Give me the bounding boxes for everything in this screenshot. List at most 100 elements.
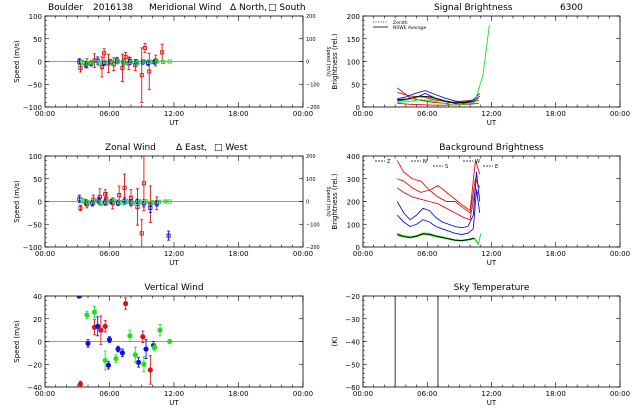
data-point-red (147, 367, 153, 373)
panel-meridional: 00:00 06:00 12:00 18:00 00:00 UT 100 50 0 −50 −100… (13, 3, 331, 127)
data-point-blue (102, 60, 107, 65)
right-y-axis-label: Speed (m/s) (325, 46, 331, 76)
x-tick-label: 18:00 (546, 250, 566, 258)
data-point-blue (83, 62, 88, 67)
data-point-green (131, 200, 136, 205)
series-line-red3 (397, 186, 481, 221)
x-tick-label: 06:00 (417, 110, 437, 118)
data-point-red (122, 185, 127, 190)
data-point-blue (152, 59, 157, 65)
data-point-red (123, 54, 128, 59)
data-point-blue (103, 200, 108, 205)
y-axis-label: Speed (m/s) (13, 320, 21, 363)
data-point-green (80, 198, 85, 203)
data-point-green (80, 60, 85, 65)
data-point-green (137, 199, 142, 205)
x-tick-label: 00:00 (610, 390, 630, 398)
data-point-blue (119, 350, 125, 356)
y-axis-label: Brightness (rel.) (331, 173, 339, 229)
y-tick-label: 0 (38, 59, 42, 67)
data-point-blue (143, 346, 149, 352)
x-tick-label: 12:00 (164, 250, 184, 258)
data-point-green (161, 59, 166, 65)
legend-east: Δ East, (176, 143, 207, 153)
data-point-red (135, 204, 140, 210)
y-tick-label: 100 (29, 153, 42, 161)
y-tick-label: −100 (23, 104, 42, 112)
x-tick-label: 18:00 (228, 110, 248, 118)
y-tick-label: 200 (347, 199, 360, 207)
x-axis-label: UT (169, 399, 179, 407)
legend-label: E (495, 164, 498, 170)
x-axis-label: UT (169, 259, 179, 267)
data-point-red (120, 65, 125, 70)
data-point-red (77, 381, 84, 387)
legend-label: Z (387, 159, 391, 165)
y-tick-label: 400 (347, 153, 360, 161)
data-point-green (128, 59, 134, 65)
legend-west: □ West (214, 143, 248, 153)
right-y-tick-label: −100 (306, 82, 320, 88)
y-tick-label: 100 (29, 13, 42, 21)
data-point-blue (146, 60, 151, 65)
y-axis-label: Speed (m/s) (13, 180, 21, 223)
y-tick-label: −50 (345, 361, 360, 369)
panel-title: Sky Temperature (454, 283, 530, 293)
data-point-green (143, 199, 149, 204)
data-point-blue (114, 58, 120, 63)
data-point-green (132, 352, 138, 358)
series-line-blue2 (396, 190, 481, 235)
y-tick-label: −40 (345, 339, 360, 347)
data-point-blue (148, 205, 153, 210)
panel-title-extra: 6300 (560, 3, 583, 13)
x-tick-label: 12:00 (481, 390, 501, 398)
x-tick-label: 00:00 (35, 390, 55, 398)
x-tick-label: 12:00 (481, 250, 501, 258)
series-line-red1 (396, 160, 481, 212)
x-tick-label: 06:00 (99, 390, 119, 398)
x-tick-label: 06:00 (99, 110, 119, 118)
data-point-blue (135, 199, 140, 204)
data-point-green (98, 201, 103, 206)
x-tick-label: 00:00 (353, 250, 373, 258)
data-point-green (154, 59, 159, 64)
x-tick-label: 00:00 (293, 110, 313, 118)
x-tick-label: 18:00 (228, 250, 248, 258)
x-tick-label: 12:00 (164, 390, 184, 398)
data-layer (76, 296, 173, 387)
date-label: 2016138 (93, 3, 133, 13)
data-point-green (156, 199, 162, 205)
station-label: Boulder (48, 3, 83, 13)
data-point-green (135, 60, 140, 65)
y-tick-label: −50 (27, 81, 42, 89)
y-tick-label: 150 (347, 36, 360, 44)
x-tick-label: 18:00 (546, 390, 566, 398)
y-tick-label: −30 (345, 316, 360, 324)
data-point-green (150, 200, 155, 205)
data-layer (396, 25, 490, 106)
right-y-tick-label: 100 (306, 37, 316, 43)
data-point-red (139, 231, 144, 236)
panel-signal: 00:00 06:00 12:00 18:00 00:00 UT 200 150 100 50 0 B… (331, 3, 630, 127)
x-tick-label: 00:00 (293, 250, 313, 258)
data-point-green (105, 199, 110, 205)
y-axis-label: (K) (331, 336, 339, 346)
data-point-green (157, 327, 163, 333)
x-tick-label: 00:00 (353, 390, 373, 398)
data-point-green (167, 59, 172, 64)
data-point-green (102, 357, 108, 364)
x-tick-label: 18:00 (546, 110, 566, 118)
data-point-blue (105, 362, 112, 368)
right-y-tick-label: 100 (306, 177, 316, 183)
data-point-green (85, 61, 91, 66)
data-point-blue (96, 198, 101, 203)
data-point-green (91, 309, 98, 315)
y-tick-label: 200 (347, 13, 360, 21)
x-axis-label: UT (169, 119, 179, 127)
y-tick-label: 0 (356, 244, 360, 252)
series-line-black1 (397, 95, 476, 104)
y-tick-label: −100 (23, 244, 42, 252)
x-tick-label: 18:00 (228, 390, 248, 398)
plot-frame (362, 295, 621, 388)
